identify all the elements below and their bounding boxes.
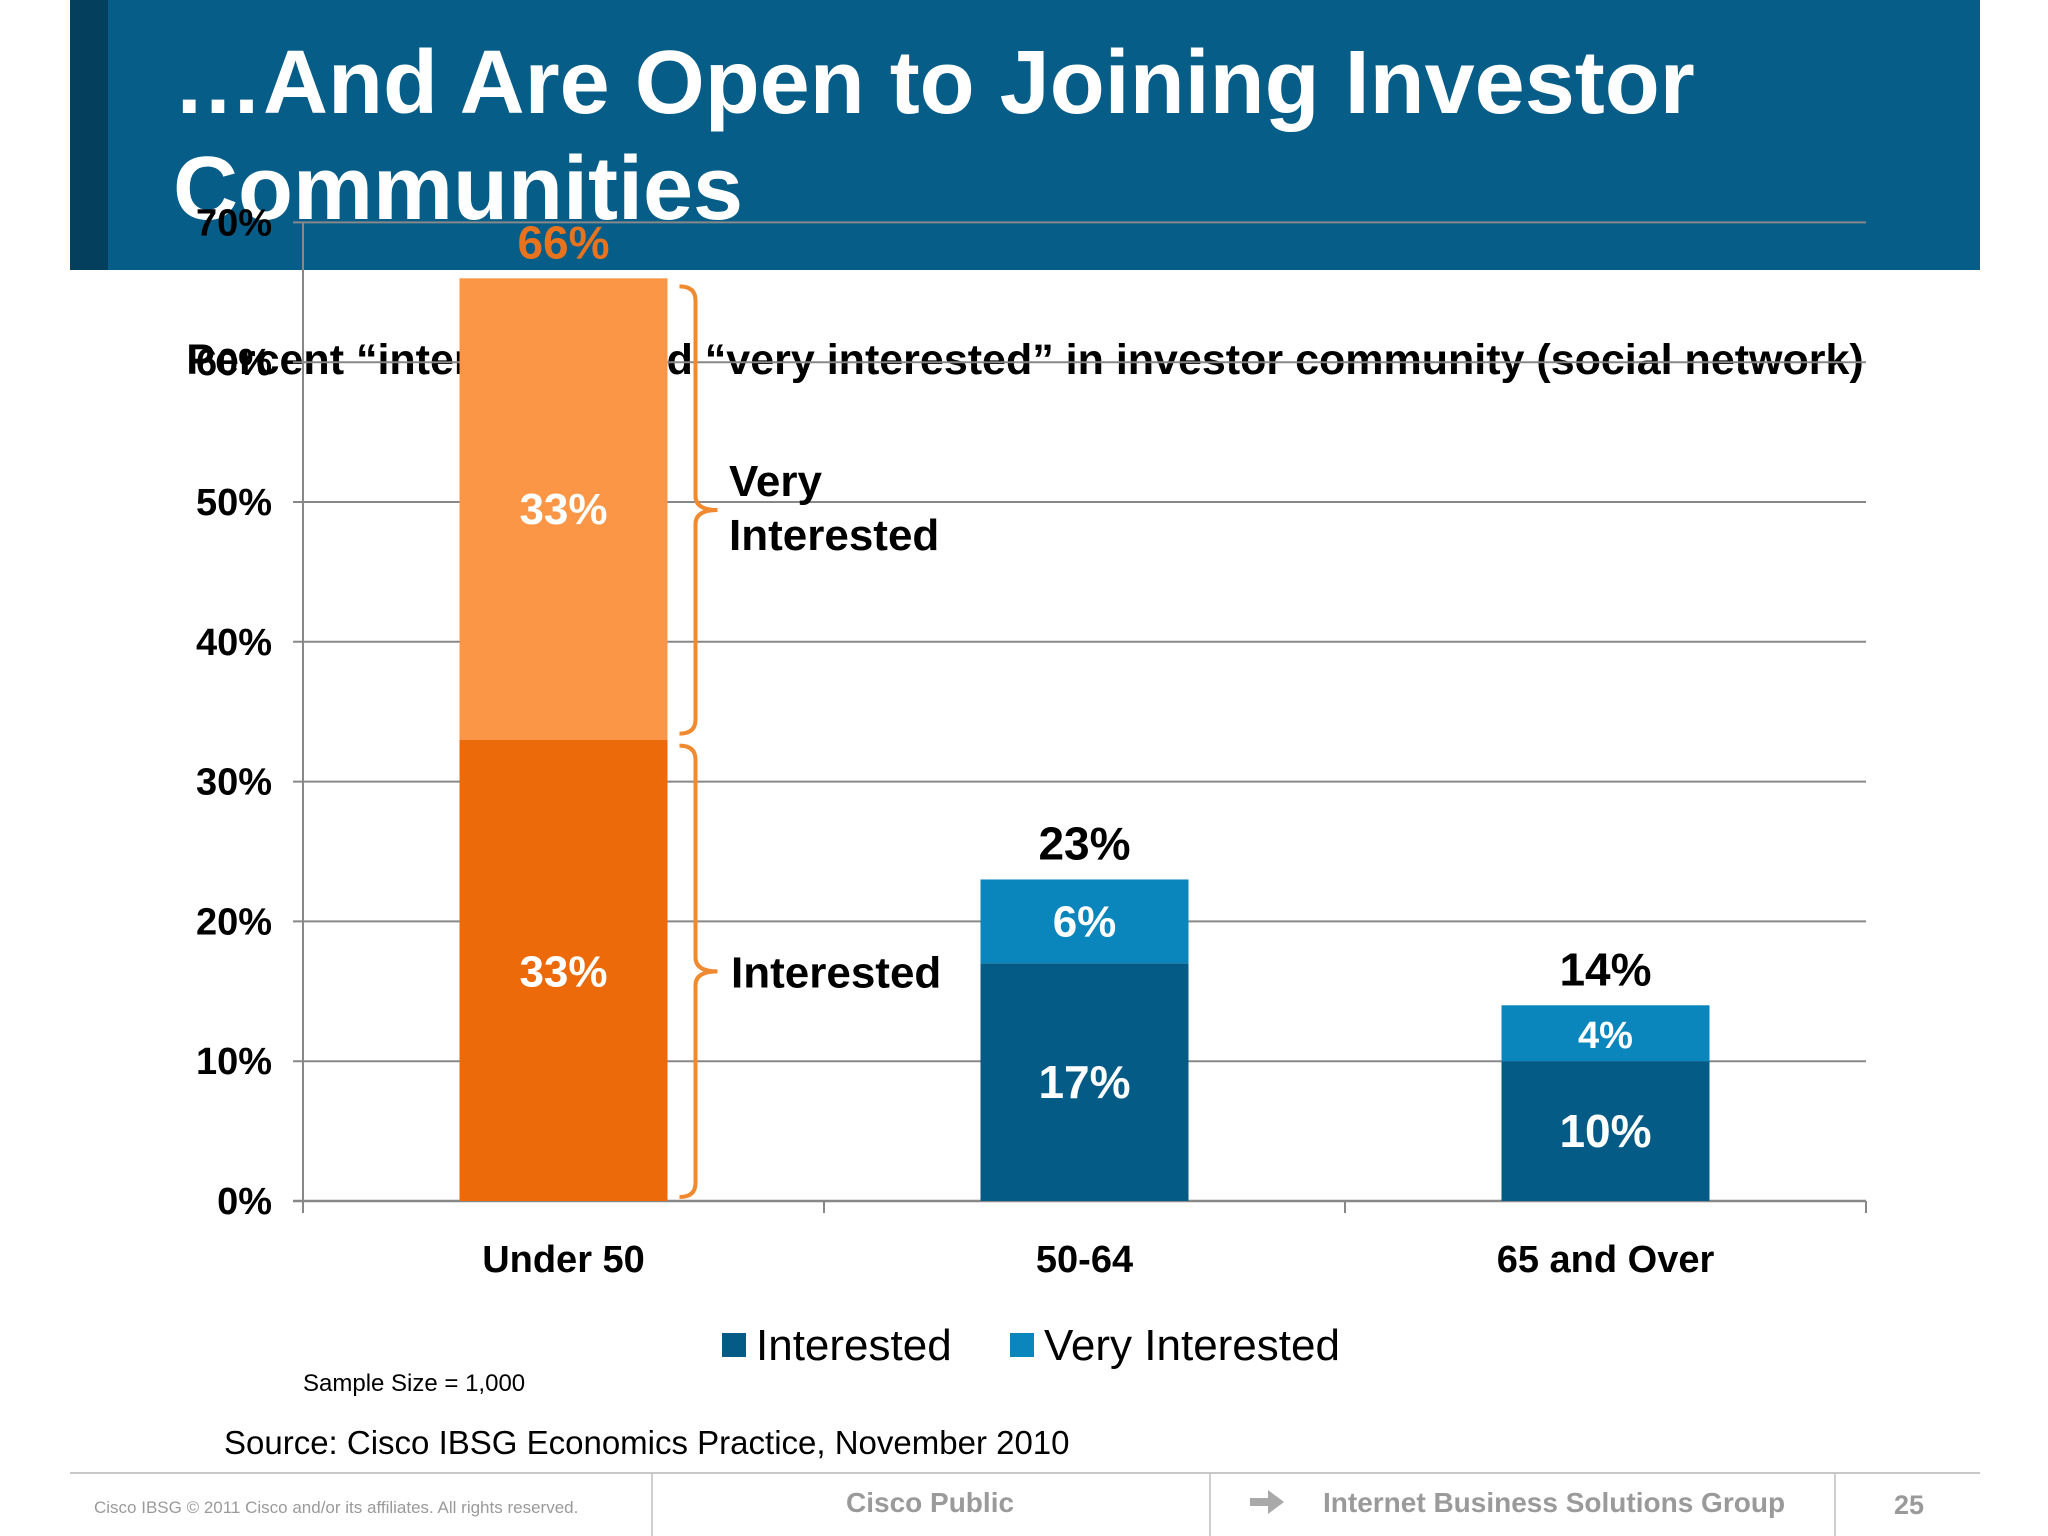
brace-label-very: Very	[729, 457, 823, 506]
title-accent-stripe	[70, 0, 108, 270]
segment-label-interested: 17%	[1038, 1056, 1130, 1108]
legend-swatch	[722, 1333, 746, 1357]
bar-interested	[1501, 1061, 1710, 1201]
sample-size-note: Sample Size = 1,000	[303, 1370, 526, 1397]
legend: Interested Very Interested	[722, 1321, 1340, 1370]
x-category-label: 50-64	[1036, 1239, 1133, 1281]
brace-label-interested: Interested	[731, 948, 941, 997]
brace-interested	[679, 743, 718, 1199]
slide-title: …And Are Open to Joining Investor Commun…	[173, 33, 1695, 239]
source-note: Source: Cisco IBSG Economics Practice, N…	[224, 1424, 1070, 1461]
brace-label-interested-line: Interested	[729, 511, 939, 560]
brace-very-interested	[679, 284, 718, 736]
segment-label-very-interested: 6%	[1053, 897, 1117, 946]
legend-label: Interested	[756, 1321, 952, 1370]
total-label: 23%	[1038, 817, 1130, 869]
title-bar	[70, 0, 1980, 270]
segment-label-very-interested: 4%	[1578, 1015, 1633, 1057]
segment-label-very-interested: 33%	[519, 485, 607, 534]
y-tick-label: 30%	[196, 762, 272, 804]
footer-classification: Cisco Public	[846, 1487, 1015, 1518]
bar-very-interested	[459, 278, 668, 740]
footer-divider	[70, 1472, 1980, 1474]
bar-interested	[980, 963, 1189, 1201]
total-label: 66%	[517, 216, 609, 268]
labels: 0% 10% 20% 30% 40% 50% 60% 70% 33% 33% 66% Under 50…	[196, 202, 1715, 1281]
stacked-bar-chart: 0% 10% 20% 30% 40% 50% 60% 70% 33% 33% 66% Under 50…	[196, 202, 1867, 1370]
x-category-label: 65 and Over	[1497, 1239, 1715, 1281]
footer-separator	[651, 1474, 653, 1536]
x-category-label: Under 50	[482, 1239, 645, 1281]
y-tick-label: 40%	[196, 622, 272, 664]
footer-separator	[1209, 1474, 1211, 1536]
arrow-right-icon	[1250, 1490, 1284, 1514]
bar-very-interested	[980, 879, 1189, 964]
y-tick-label: 60%	[196, 342, 272, 384]
braces	[679, 284, 718, 1199]
bar-very-interested	[1501, 1005, 1710, 1062]
y-tick-label: 20%	[196, 901, 272, 943]
y-tick-label: 10%	[196, 1041, 272, 1083]
y-tick-label: 50%	[196, 482, 272, 524]
legend-swatch	[1010, 1333, 1034, 1357]
footer-copyright: Cisco IBSG © 2011 Cisco and/or its affil…	[94, 1498, 579, 1517]
y-tick-label: 0%	[217, 1181, 272, 1223]
bar-interested	[459, 739, 668, 1201]
footer-group-name: Internet Business Solutions Group	[1323, 1487, 1786, 1518]
legend-label: Very Interested	[1044, 1321, 1340, 1370]
bars	[459, 278, 1710, 1201]
y-tick-label: 70%	[196, 202, 272, 244]
page-number: 25	[1894, 1490, 1925, 1520]
segment-label-interested: 10%	[1559, 1105, 1651, 1157]
segment-label-interested: 33%	[519, 947, 607, 996]
total-label: 14%	[1559, 943, 1651, 995]
footer-separator	[1834, 1474, 1836, 1536]
